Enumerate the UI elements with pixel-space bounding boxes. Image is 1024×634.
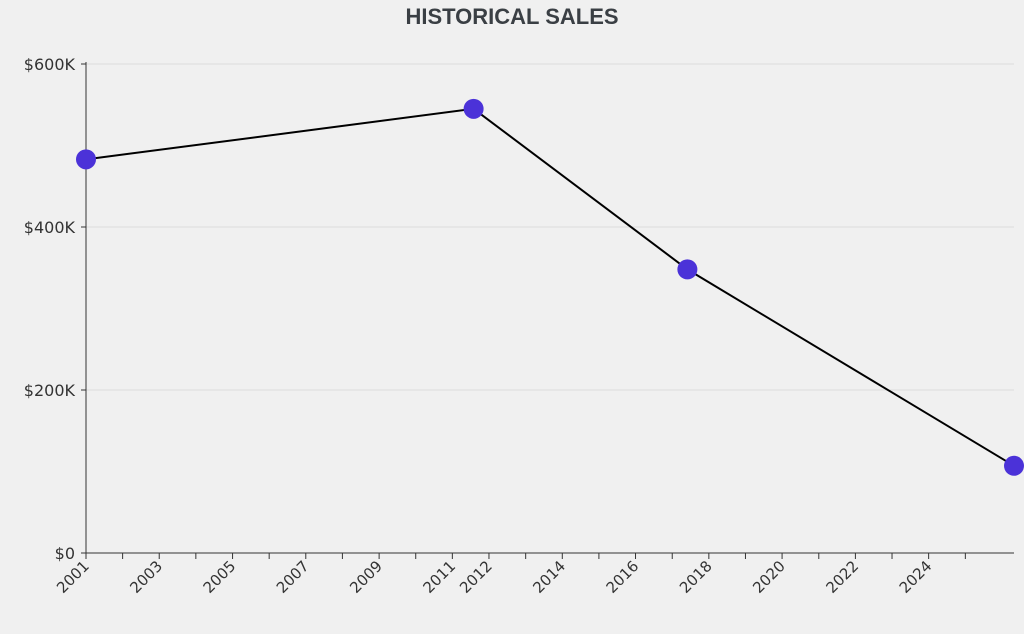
x-tick-label: 2014	[529, 557, 569, 597]
y-tick-label: $400K	[24, 218, 76, 237]
x-tick-label: 2016	[603, 557, 643, 597]
data-point[interactable]	[76, 149, 96, 170]
x-tick-label: 2011	[419, 557, 459, 597]
data-point[interactable]	[677, 259, 698, 280]
data-point[interactable]	[463, 98, 484, 119]
x-tick-label: 2007	[273, 557, 313, 597]
chart-title: HISTORICAL SALES	[405, 4, 619, 29]
data-point[interactable]	[1004, 455, 1024, 476]
x-tick-label: 2005	[200, 557, 240, 597]
series-line	[85, 107, 1015, 467]
x-tick-label: 2003	[126, 557, 166, 597]
x-tick-label: 2001	[53, 557, 93, 597]
y-tick-label: $200K	[24, 381, 76, 400]
y-tick-label: $600K	[24, 55, 76, 74]
x-tick-label: 2012	[456, 557, 496, 597]
x-tick-label: 2009	[346, 557, 386, 597]
x-tick-label: 2018	[676, 557, 716, 597]
x-tick-label: 2022	[823, 557, 863, 597]
x-tick-label: 2020	[749, 557, 789, 597]
x-tick-label: 2024	[896, 557, 936, 597]
y-tick-label: $0	[55, 544, 75, 563]
